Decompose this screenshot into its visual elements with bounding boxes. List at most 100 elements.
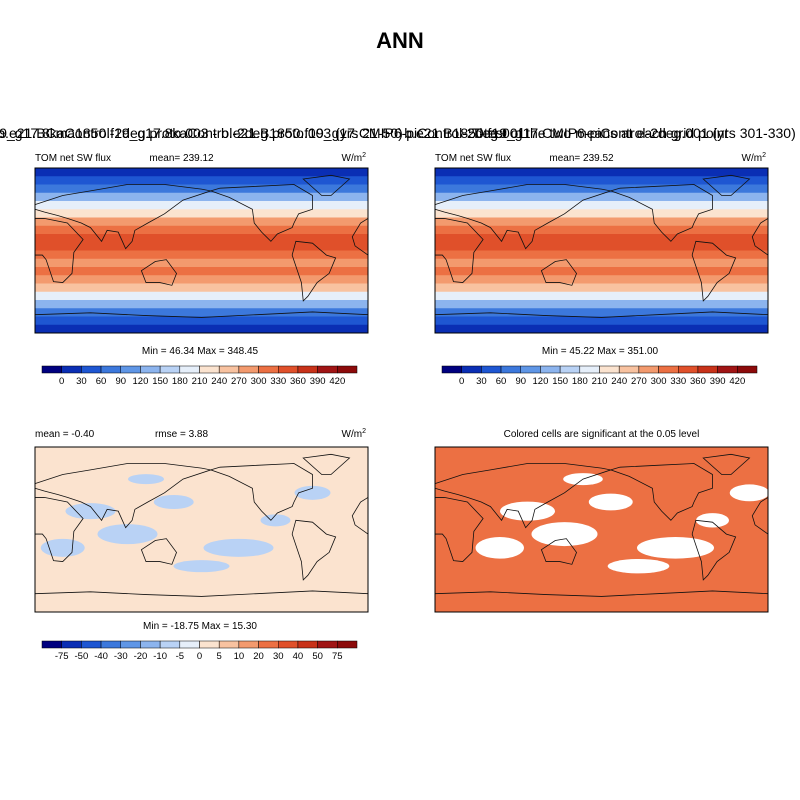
- colorbar-label: -20: [134, 651, 148, 662]
- map-frame: [434, 446, 769, 613]
- colorbar-label: 60: [96, 376, 107, 387]
- colorbar-box: [717, 365, 738, 374]
- colorbar-box: [559, 365, 581, 374]
- map-band: [435, 275, 768, 284]
- colorbar-label: -30: [114, 651, 128, 662]
- map: [34, 167, 369, 334]
- map-patch: [531, 522, 598, 547]
- map-frame: [434, 167, 769, 334]
- colorbar-label: 90: [515, 376, 526, 387]
- colorbar-label: 50: [312, 651, 323, 662]
- map-band: [35, 242, 368, 251]
- colorbar-label: -75: [55, 651, 69, 662]
- colorbar-box: [678, 365, 699, 374]
- colorbar-box: [159, 640, 181, 649]
- colorbar-label: 420: [329, 376, 345, 387]
- colorbar-box: [238, 640, 259, 649]
- panel-center-label: mean= 239.12: [149, 153, 214, 164]
- colorbar-box: [278, 640, 299, 649]
- colorbar-label: 210: [192, 376, 208, 387]
- colorbar-box: [258, 640, 279, 649]
- colorbar-label: 270: [631, 376, 647, 387]
- map-band: [35, 209, 368, 218]
- colorbar-box: [441, 365, 462, 374]
- colorbar-box: [140, 365, 161, 374]
- stats-label: Min = 46.34 Max = 348.45: [142, 346, 259, 357]
- map-band: [435, 242, 768, 251]
- colorbar-box: [258, 365, 279, 374]
- panel-title: b.e21.BCma1850.f19_g17.8kaControl-2deg.p…: [0, 125, 403, 141]
- colorbar-label: 360: [290, 376, 306, 387]
- colorbar-box: [81, 365, 102, 374]
- colorbar-box: [737, 365, 758, 374]
- panel-left-label: mean = -0.40: [35, 429, 95, 440]
- map-band: [35, 267, 368, 276]
- colorbar-label: 180: [172, 376, 188, 387]
- colorbar-box: [179, 365, 200, 374]
- map-band: [35, 324, 368, 334]
- units-sup: 2: [362, 152, 366, 159]
- map-bg: [35, 447, 368, 612]
- units-sup: 2: [362, 428, 366, 435]
- colorbar-box: [579, 365, 600, 374]
- colorbar-label: -40: [94, 651, 108, 662]
- map-patch: [500, 501, 555, 521]
- colorbar-box: [461, 365, 482, 374]
- map: [434, 167, 769, 334]
- map-band: [435, 192, 768, 202]
- map-patch: [97, 524, 158, 545]
- map-frame: [34, 446, 369, 613]
- colorbar-label: 0: [459, 376, 464, 387]
- map: [34, 446, 369, 613]
- colorbar-label: 120: [533, 376, 549, 387]
- colorbar-box: [100, 365, 121, 374]
- units-base: W/m: [342, 153, 363, 164]
- colorbar-label: 10: [234, 651, 245, 662]
- colorbar-box: [100, 640, 121, 649]
- panel-title: T-test of the two means at each grid poi…: [472, 125, 729, 141]
- colorbar-box: [81, 640, 102, 649]
- colorbar-box: [140, 640, 161, 649]
- colorbar-label: 60: [496, 376, 507, 387]
- colorbar-label: 210: [592, 376, 608, 387]
- map-band: [435, 308, 768, 317]
- colorbar-box: [638, 365, 659, 374]
- map-band: [435, 217, 768, 227]
- map-patch: [729, 484, 770, 502]
- colorbar-label: 90: [115, 376, 126, 387]
- map-band: [35, 300, 368, 309]
- colorbar-box: [179, 640, 200, 649]
- map-band: [35, 308, 368, 317]
- colorbar-box: [159, 365, 181, 374]
- colorbar-box: [697, 365, 718, 374]
- map-patch: [607, 558, 670, 574]
- map-patch: [128, 474, 164, 485]
- map-band: [435, 201, 768, 210]
- map-patch: [475, 537, 524, 559]
- map-band: [435, 258, 768, 268]
- map: [434, 446, 770, 613]
- map-band: [435, 176, 768, 185]
- colorbar-label: 20: [253, 651, 264, 662]
- map-band: [35, 217, 368, 227]
- map-band: [435, 324, 768, 334]
- panel-left-label: TOM net SW flux: [435, 153, 511, 164]
- figure-title: ANN: [376, 28, 424, 53]
- map-patch: [696, 513, 729, 528]
- colorbar-box: [481, 365, 502, 374]
- panel-center-label: mean= 239.52: [549, 153, 614, 164]
- panel-center-label: rmse = 3.88: [155, 429, 209, 440]
- map-band: [35, 291, 368, 301]
- colorbar-label: 30: [76, 376, 87, 387]
- map-band: [435, 225, 768, 235]
- panel-center-label: Colored cells are significant at the 0.0…: [504, 429, 700, 440]
- colorbar-label: 30: [476, 376, 487, 387]
- colorbar-label: 420: [729, 376, 745, 387]
- map-band: [435, 209, 768, 218]
- map-band: [35, 258, 368, 268]
- colorbar-label: 240: [611, 376, 627, 387]
- colorbar-label: 150: [552, 376, 568, 387]
- colorbar-label: 390: [710, 376, 726, 387]
- map-band: [35, 168, 368, 177]
